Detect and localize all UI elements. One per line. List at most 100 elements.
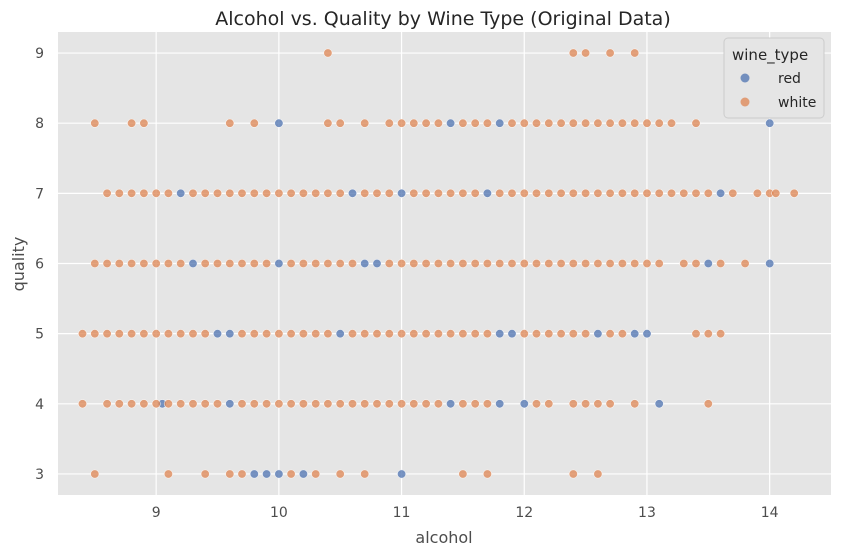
data-point-white	[482, 258, 492, 268]
data-point-white	[433, 188, 443, 198]
data-point-red	[335, 329, 345, 339]
data-point-red	[507, 329, 517, 339]
data-point-white	[127, 399, 137, 409]
data-point-white	[335, 258, 345, 268]
data-point-white	[262, 329, 272, 339]
data-point-white	[568, 399, 578, 409]
data-point-white	[605, 258, 615, 268]
data-point-white	[740, 258, 750, 268]
data-point-white	[151, 399, 161, 409]
data-point-white	[298, 188, 308, 198]
data-point-white	[347, 329, 357, 339]
y-tick-labels: 3 4 5 6 7 8 9	[35, 46, 44, 483]
data-point-white	[323, 118, 333, 128]
data-point-white	[372, 329, 382, 339]
data-point-white	[446, 188, 456, 198]
data-point-white	[384, 188, 394, 198]
x-tick-label: 14	[761, 505, 779, 521]
data-point-white	[249, 399, 259, 409]
data-point-white	[237, 399, 247, 409]
data-point-white	[433, 258, 443, 268]
data-point-white	[409, 399, 419, 409]
data-point-white	[102, 329, 112, 339]
data-point-red	[654, 399, 664, 409]
data-point-white	[323, 399, 333, 409]
data-point-white	[544, 329, 554, 339]
data-point-white	[568, 329, 578, 339]
data-point-white	[531, 399, 541, 409]
data-point-white	[397, 329, 407, 339]
data-point-white	[188, 188, 198, 198]
data-point-white	[176, 329, 186, 339]
data-point-white	[470, 118, 480, 128]
data-point-white	[114, 399, 124, 409]
data-point-white	[286, 469, 296, 479]
data-point-white	[544, 399, 554, 409]
data-point-white	[581, 188, 591, 198]
data-point-white	[114, 258, 124, 268]
data-point-white	[262, 399, 272, 409]
data-point-white	[617, 188, 627, 198]
data-point-white	[151, 329, 161, 339]
data-point-white	[544, 188, 554, 198]
data-point-white	[409, 329, 419, 339]
data-point-red	[274, 469, 284, 479]
data-point-red	[519, 399, 529, 409]
y-axis-label: quality	[9, 237, 28, 292]
data-point-white	[470, 258, 480, 268]
data-point-white	[127, 329, 137, 339]
data-point-white	[519, 258, 529, 268]
data-point-white	[384, 118, 394, 128]
data-point-white	[298, 258, 308, 268]
data-point-white	[531, 118, 541, 128]
data-point-white	[286, 329, 296, 339]
data-point-white	[200, 188, 210, 198]
data-point-white	[163, 399, 173, 409]
data-point-red	[249, 469, 259, 479]
data-point-white	[593, 188, 603, 198]
data-point-white	[433, 329, 443, 339]
y-tick-label: 7	[35, 186, 44, 202]
legend-marker-white	[740, 97, 750, 107]
data-point-white	[605, 399, 615, 409]
data-point-white	[679, 188, 689, 198]
data-point-white	[691, 329, 701, 339]
data-point-white	[249, 329, 259, 339]
data-point-white	[593, 118, 603, 128]
data-point-white	[470, 399, 480, 409]
data-point-white	[728, 188, 738, 198]
data-point-white	[654, 258, 664, 268]
data-point-white	[213, 399, 223, 409]
data-point-white	[78, 399, 88, 409]
data-point-white	[458, 399, 468, 409]
data-point-white	[691, 188, 701, 198]
data-point-white	[544, 118, 554, 128]
data-point-white	[249, 188, 259, 198]
data-point-white	[237, 329, 247, 339]
data-point-white	[188, 399, 198, 409]
data-point-white	[703, 329, 713, 339]
legend-box	[723, 37, 825, 119]
data-point-white	[213, 188, 223, 198]
data-point-white	[200, 329, 210, 339]
data-point-white	[630, 118, 640, 128]
legend-title: wine_type	[732, 46, 808, 65]
data-point-white	[421, 258, 431, 268]
x-axis-label: alcohol	[415, 528, 472, 547]
data-point-white	[213, 258, 223, 268]
data-point-white	[617, 329, 627, 339]
data-point-red	[225, 399, 235, 409]
data-point-red	[495, 399, 505, 409]
legend-label-red: red	[778, 71, 801, 87]
data-point-white	[360, 188, 370, 198]
series-red-points	[157, 118, 775, 479]
data-point-white	[225, 469, 235, 479]
data-point-white	[433, 118, 443, 128]
chart-title: Alcohol vs. Quality by Wine Type (Origin…	[215, 8, 671, 30]
data-point-white	[286, 258, 296, 268]
data-point-white	[225, 188, 235, 198]
data-point-white	[311, 469, 321, 479]
data-point-white	[372, 188, 382, 198]
